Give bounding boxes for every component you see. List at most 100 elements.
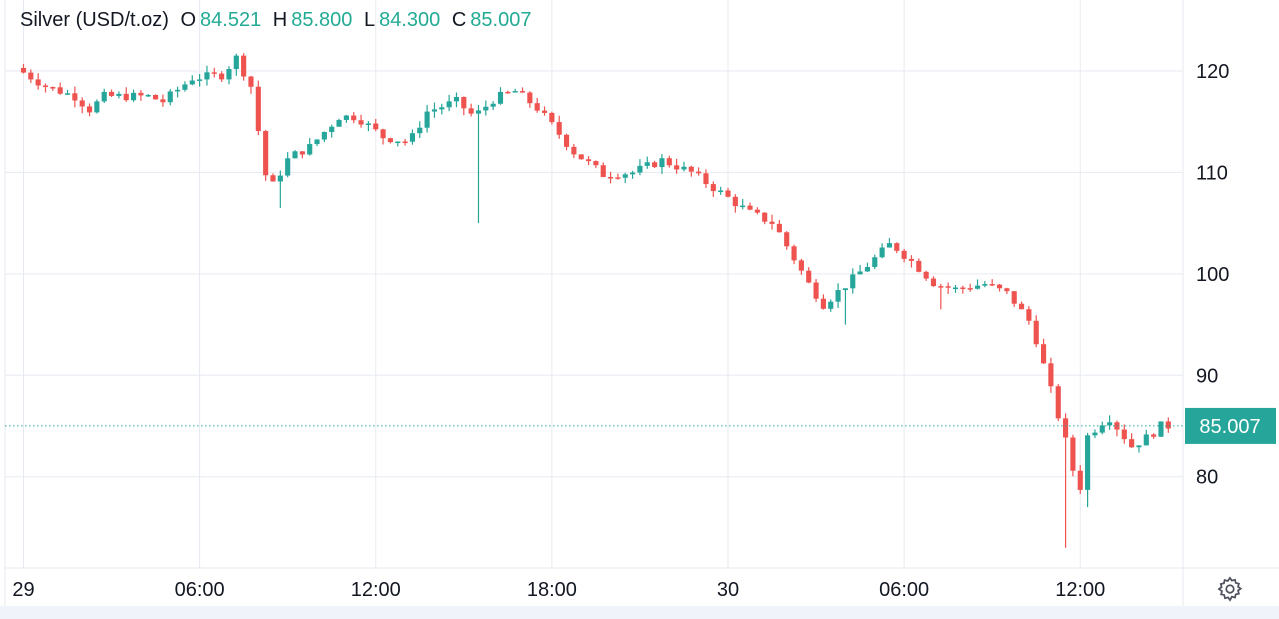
candle-body (1136, 445, 1142, 448)
candle-body (813, 282, 819, 299)
candle-body (1099, 425, 1105, 433)
candle-body (1092, 432, 1098, 436)
candle-body (446, 101, 452, 108)
candle-body (182, 84, 188, 90)
candle-body (241, 55, 247, 77)
candle-body (908, 258, 915, 261)
candle-body (747, 205, 753, 210)
gear-icon[interactable] (1216, 575, 1244, 603)
candle-body (996, 284, 1003, 289)
candle-body (872, 257, 878, 268)
candle-body (549, 112, 555, 123)
candle-body (365, 123, 371, 125)
high-label: H (272, 9, 288, 31)
candle-body (637, 165, 643, 173)
candle-body (1026, 309, 1032, 321)
candle-body (835, 290, 841, 302)
candle-body (248, 76, 254, 87)
candle-body (879, 247, 885, 258)
candle-body (299, 151, 305, 155)
candle-body (688, 166, 694, 172)
candle-body (519, 91, 526, 93)
candle-body (351, 115, 357, 121)
candle-body (35, 79, 41, 86)
candle-body (864, 267, 871, 272)
candle-body (1063, 418, 1069, 438)
candle-body (725, 190, 731, 197)
candle-body (233, 55, 239, 70)
candle-body (314, 139, 320, 145)
candle-body (1048, 363, 1054, 387)
candle-body (1107, 422, 1113, 426)
candle-body (461, 96, 467, 109)
candle-body (769, 221, 775, 224)
price-axis[interactable]: 80 90 100 110 120 (1196, 61, 1229, 489)
candle-body (79, 100, 85, 107)
time-tick-label: 06:00 (879, 579, 929, 601)
candle-body (497, 91, 504, 104)
candle-body (850, 274, 856, 289)
candle-body (659, 158, 665, 168)
candle-body (615, 177, 621, 179)
candle-body (798, 260, 804, 271)
time-tick-label: 12:00 (351, 579, 401, 601)
candle-body (556, 122, 562, 135)
candle-body (108, 91, 115, 96)
candle-body (784, 232, 790, 247)
candle-body (593, 161, 599, 166)
candle-body (387, 138, 393, 143)
candle-body (153, 94, 159, 100)
candle-body (475, 110, 482, 114)
candle-body (160, 99, 166, 103)
candle-body (820, 298, 826, 309)
candle-body (923, 271, 929, 279)
candle-body (1011, 291, 1017, 304)
candle-body (1033, 320, 1039, 345)
candle-body (226, 69, 232, 80)
candle-body (395, 141, 401, 144)
candle-body (534, 103, 540, 111)
candle-body (563, 134, 570, 147)
candle-body (740, 205, 746, 208)
candle-body (791, 246, 797, 261)
price-tick-label: 100 (1196, 264, 1229, 286)
candle-body (608, 176, 614, 179)
candle-body (1077, 470, 1083, 490)
candle-body (42, 85, 49, 88)
candle-body (710, 184, 716, 192)
candle-body (321, 131, 327, 140)
candle-body (1004, 288, 1010, 292)
price-tick-label: 80 (1196, 467, 1218, 489)
candle-body (336, 119, 342, 127)
candle-body (1151, 434, 1157, 437)
candle-body (901, 250, 907, 259)
candle-body (219, 73, 225, 80)
candle-body (681, 166, 687, 170)
candle-body (94, 101, 100, 113)
candle-body (1129, 439, 1135, 448)
price-tick-label: 90 (1196, 365, 1218, 387)
candle-body (1114, 422, 1120, 430)
candle-body (417, 127, 423, 134)
candle-body (116, 93, 122, 96)
candle-body (167, 91, 173, 103)
candle-body (453, 96, 460, 102)
candle-body (329, 126, 335, 132)
candle-body (945, 286, 951, 288)
candle-body (732, 196, 738, 207)
candle-body (960, 287, 966, 290)
candles (20, 53, 1171, 548)
candle-body (263, 130, 269, 176)
low-value: 84.300 (379, 9, 441, 31)
candle-body (578, 154, 584, 160)
time-axis[interactable]: 29 06:00 12:00 18:00 30 06:00 12:00 (12, 579, 1105, 601)
candle-body (130, 92, 137, 101)
candle-body (762, 212, 768, 222)
candle-body (571, 146, 577, 155)
candle-body (894, 243, 900, 251)
candle-body (930, 278, 937, 287)
candle-body (270, 175, 276, 182)
price-tick-label: 110 (1196, 162, 1228, 184)
time-tick-label: 06:00 (175, 579, 225, 601)
